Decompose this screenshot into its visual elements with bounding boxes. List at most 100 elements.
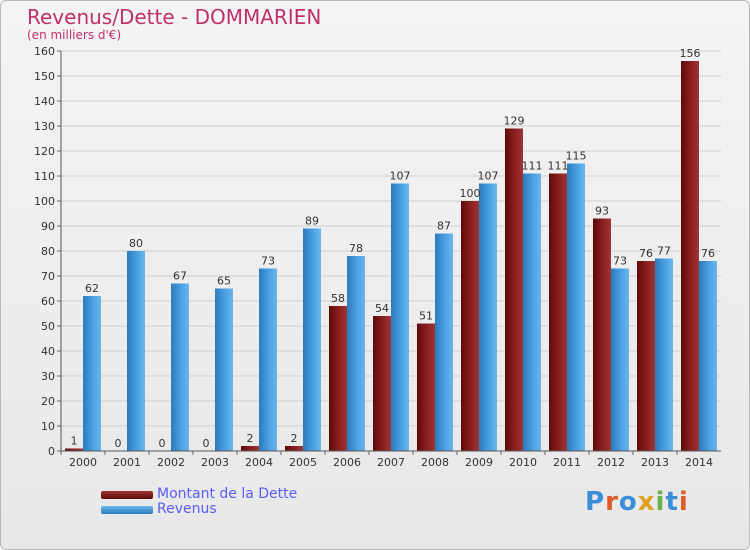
logo-letter: t xyxy=(665,487,679,517)
logo-letter: r xyxy=(605,487,619,517)
bar-dette-2010 xyxy=(505,128,523,451)
value-label-dette-2001: 0 xyxy=(115,437,122,450)
bars xyxy=(65,61,717,451)
y-tick-label: 60 xyxy=(41,295,55,308)
value-label-revenus-2005: 89 xyxy=(305,215,319,228)
value-label-revenus-2014: 76 xyxy=(701,247,715,260)
y-tick-label: 140 xyxy=(34,95,55,108)
bar-dette-2004 xyxy=(241,446,259,451)
value-label-dette-2011: 111 xyxy=(548,160,569,173)
bar-revenus-2005 xyxy=(303,228,321,451)
chart-title: Revenus/Dette - DOMMARIEN xyxy=(27,5,322,29)
x-tick-label: 2002 xyxy=(157,456,185,469)
value-label-dette-2007: 54 xyxy=(375,302,389,315)
y-tick-label: 130 xyxy=(34,120,55,133)
bar-revenus-2012 xyxy=(611,268,629,451)
y-tick-label: 110 xyxy=(34,170,55,183)
bar-revenus-2007 xyxy=(391,183,409,451)
value-label-dette-2004: 2 xyxy=(247,432,254,445)
value-label-dette-2013: 76 xyxy=(639,247,653,260)
legend-label-dette: Montant de la Dette xyxy=(157,486,298,502)
x-axis-ticks: 2000 2001 2002 2003 2004 2005 2006 2007 2008 2009… xyxy=(60,451,713,469)
value-label-revenus-2003: 65 xyxy=(217,275,231,288)
bar-revenus-2006 xyxy=(347,256,365,451)
value-label-revenus-2000: 62 xyxy=(85,282,99,295)
bar-revenus-2001 xyxy=(127,251,145,451)
bar-revenus-2013 xyxy=(655,258,673,451)
value-label-revenus-2008: 87 xyxy=(437,220,451,233)
logo-letter: i xyxy=(678,487,689,517)
y-tick-label: 50 xyxy=(41,320,55,333)
value-label-dette-2014: 156 xyxy=(680,47,701,60)
x-tick-label: 2007 xyxy=(377,456,405,469)
logo-letter: x xyxy=(637,487,656,517)
y-tick-label: 30 xyxy=(41,370,55,383)
value-label-revenus-2013: 77 xyxy=(657,245,671,258)
y-tick-label: 80 xyxy=(41,245,55,258)
legend-swatch-revenus xyxy=(101,506,153,514)
bar-dette-2012 xyxy=(593,218,611,451)
x-tick-label: 2000 xyxy=(69,456,97,469)
value-label-dette-2005: 2 xyxy=(291,432,298,445)
y-tick-label: 40 xyxy=(41,345,55,358)
value-label-revenus-2006: 78 xyxy=(349,242,363,255)
bar-dette-2008 xyxy=(417,323,435,451)
y-tick-label: 160 xyxy=(34,45,55,58)
value-label-revenus-2007: 107 xyxy=(390,170,411,183)
x-tick-label: 2009 xyxy=(465,456,493,469)
y-tick-label: 10 xyxy=(41,420,55,433)
bar-dette-2011 xyxy=(549,173,567,451)
y-tick-label: 120 xyxy=(34,145,55,158)
axes xyxy=(60,51,721,452)
bar-revenus-2003 xyxy=(215,288,233,451)
logo-letter: o xyxy=(618,487,638,517)
value-label-dette-2008: 51 xyxy=(419,310,433,323)
value-label-dette-2002: 0 xyxy=(159,437,166,450)
bar-dette-2007 xyxy=(373,316,391,451)
y-axis-ticks: 0 10 20 30 40 50 60 70 80 90 100 110 120 130 140 150 160 xyxy=(34,45,61,458)
y-tick-label: 0 xyxy=(48,445,55,458)
value-labels: 1 62 0 80 0 67 0 65 2 73 2 89 58 78 54 107 51 87 100 107 129… xyxy=(71,47,716,450)
bar-revenus-2011 xyxy=(567,163,585,451)
proxiti-logo: Proxiti xyxy=(585,487,689,517)
value-label-revenus-2012: 73 xyxy=(613,255,627,268)
y-tick-label: 90 xyxy=(41,220,55,233)
bar-dette-2009 xyxy=(461,201,479,451)
value-label-dette-2003: 0 xyxy=(203,437,210,450)
x-tick-label: 2006 xyxy=(333,456,361,469)
x-tick-label: 2004 xyxy=(245,456,273,469)
bar-revenus-2002 xyxy=(171,283,189,451)
x-tick-label: 2003 xyxy=(201,456,229,469)
x-tick-label: 2011 xyxy=(553,456,581,469)
value-label-dette-2006: 58 xyxy=(331,292,345,305)
value-label-revenus-2011: 115 xyxy=(566,150,587,163)
bar-dette-2000 xyxy=(65,448,83,451)
value-label-dette-2012: 93 xyxy=(595,205,609,218)
value-label-revenus-2001: 80 xyxy=(129,237,143,250)
bar-revenus-2010 xyxy=(523,173,541,451)
legend-label-revenus: Revenus xyxy=(157,501,217,517)
x-tick-label: 2001 xyxy=(113,456,141,469)
value-label-revenus-2004: 73 xyxy=(261,255,275,268)
chart-subtitle: (en milliers d'€) xyxy=(27,28,122,42)
bar-dette-2006 xyxy=(329,306,347,451)
y-tick-label: 100 xyxy=(34,195,55,208)
bar-revenus-2000 xyxy=(83,296,101,451)
x-tick-label: 2013 xyxy=(641,456,669,469)
y-tick-label: 20 xyxy=(41,395,55,408)
bar-revenus-2008 xyxy=(435,233,453,451)
logo-letter: P xyxy=(585,487,606,517)
y-tick-label: 70 xyxy=(41,270,55,283)
value-label-dette-2000: 1 xyxy=(71,435,78,448)
y-tick-label: 150 xyxy=(34,70,55,83)
value-label-dette-2010: 129 xyxy=(504,115,525,128)
value-label-revenus-2010: 111 xyxy=(522,160,543,173)
x-tick-label: 2008 xyxy=(421,456,449,469)
x-tick-label: 2010 xyxy=(509,456,537,469)
x-tick-label: 2014 xyxy=(685,456,713,469)
bar-revenus-2014 xyxy=(699,261,717,451)
logo-letter: i xyxy=(655,487,666,517)
x-tick-label: 2012 xyxy=(597,456,625,469)
bar-revenus-2009 xyxy=(479,183,497,451)
